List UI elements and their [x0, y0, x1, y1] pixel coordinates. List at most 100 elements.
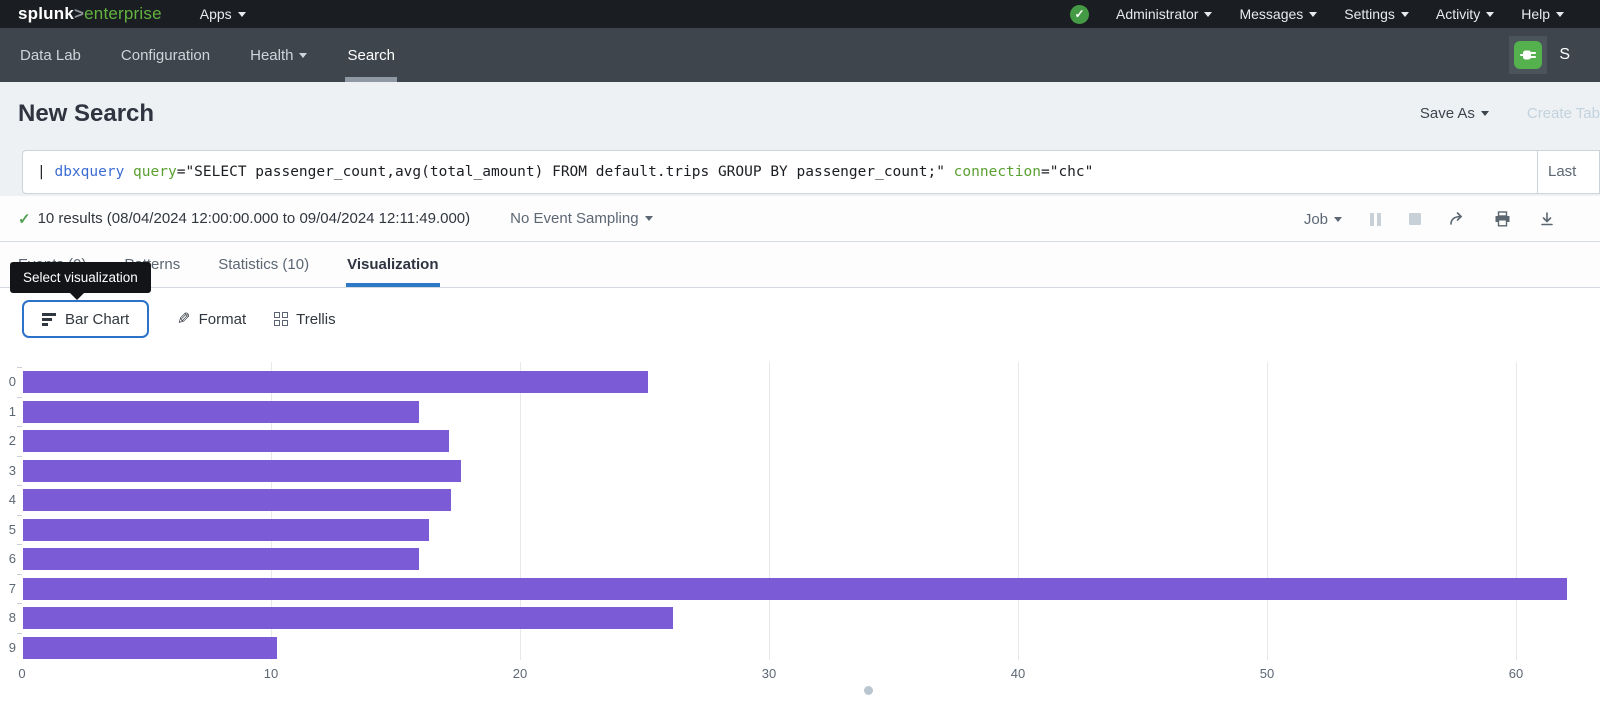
bar-1[interactable]	[23, 400, 419, 423]
nav-search-label: Search	[347, 46, 396, 64]
y-axis-tick	[17, 544, 22, 545]
chart-type-label: Bar Chart	[65, 310, 130, 328]
chevron-down-icon	[237, 11, 246, 17]
event-sampling-label: No Event Sampling	[510, 210, 639, 227]
job-menu[interactable]: Job	[1304, 211, 1342, 228]
nav-item-health[interactable]: Health	[250, 28, 308, 82]
chart-type-picker-button[interactable]: Bar Chart	[22, 300, 150, 338]
health-status-icon[interactable]: ✓	[1069, 4, 1089, 24]
share-icon[interactable]	[1449, 211, 1466, 227]
topbar-right-menus: ✓ Administrator Messages Settings Activi…	[1069, 4, 1564, 24]
trellis-grid-icon	[274, 312, 289, 326]
time-range-picker[interactable]: Last	[1537, 151, 1599, 193]
x-axis-tick-label: 0	[18, 666, 26, 681]
save-as-label: Save As	[1419, 105, 1475, 122]
activity-menu-label: Activity	[1435, 6, 1481, 22]
app-identity: S	[1509, 28, 1570, 82]
result-tabs: Events (0) Patterns Statistics (10) Visu…	[0, 242, 1600, 288]
y-axis-tick	[17, 426, 22, 427]
bar-chart: 0 10 20 30 40 50 60 0 1 2 3 4 5 6 7 8 9	[0, 362, 1600, 692]
format-button[interactable]: ✎ Format	[177, 309, 246, 329]
export-download-icon[interactable]	[1539, 211, 1555, 227]
apps-menu[interactable]: Apps	[200, 6, 246, 22]
tab-statistics-label: Statistics (10)	[218, 256, 310, 273]
y-axis-category-label: 9	[8, 639, 16, 655]
nav-configuration-label: Configuration	[120, 46, 211, 64]
create-table-view-button[interactable]: Create Tab	[1526, 105, 1600, 122]
search-bar: | dbxquery query="SELECT passenger_count…	[22, 150, 1600, 194]
y-axis-tick	[17, 455, 22, 457]
bar-8[interactable]	[23, 607, 673, 629]
chevron-down-icon	[1480, 111, 1489, 116]
top-bar: splunk>enterprise Apps ✓ Administrator M…	[0, 0, 1600, 28]
pencil-icon: ✎	[177, 311, 191, 328]
tab-statistics[interactable]: Statistics (10)	[218, 242, 309, 287]
print-icon[interactable]	[1494, 211, 1511, 227]
results-bar: ✓ 10 results (08/04/2024 12:00:00.000 to…	[0, 196, 1600, 242]
bar-2[interactable]	[23, 430, 449, 452]
bar-0[interactable]	[23, 371, 648, 393]
tab-visualization[interactable]: Visualization	[346, 242, 440, 287]
app-nav-bar: Data Lab Configuration Health Search S	[0, 28, 1600, 82]
visualization-panel: Bar Chart ✎ Format Trellis 0 10 20 30 40 50 60…	[0, 288, 1600, 708]
gridline	[520, 362, 521, 660]
chevron-down-icon	[1334, 216, 1342, 222]
chevron-down-icon	[299, 52, 308, 58]
y-axis-tick	[17, 573, 22, 575]
app-icon-tile[interactable]	[1509, 36, 1548, 74]
bar-5[interactable]	[23, 518, 429, 541]
nav-item-data-lab[interactable]: Data Lab	[20, 28, 81, 82]
y-axis-tick	[17, 367, 22, 368]
x-axis-tick-label: 10	[263, 666, 279, 681]
trellis-label: Trellis	[296, 310, 336, 328]
format-label: Format	[198, 310, 247, 328]
bar-chart-icon	[42, 312, 56, 326]
success-check-icon: ✓	[18, 210, 31, 228]
x-axis-tick-label: 30	[761, 666, 777, 681]
stop-job-icon	[1409, 213, 1421, 225]
nav-item-configuration[interactable]: Configuration	[121, 28, 210, 82]
bar-3[interactable]	[23, 459, 462, 482]
help-menu[interactable]: Help	[1521, 6, 1564, 22]
job-menu-label: Job	[1303, 210, 1328, 228]
scroll-indicator-dot[interactable]	[864, 686, 873, 695]
nav-health-label: Health	[250, 46, 294, 64]
y-axis-tick	[17, 632, 22, 634]
job-controls: Job	[1304, 196, 1555, 242]
logo-splunk-text: splunk	[18, 4, 74, 23]
administrator-menu[interactable]: Administrator	[1115, 6, 1213, 22]
y-axis-category-label: 6	[8, 551, 16, 566]
activity-menu[interactable]: Activity	[1435, 6, 1495, 22]
y-axis-tick	[17, 603, 22, 604]
y-axis-tick	[17, 396, 22, 398]
chevron-down-icon	[1204, 11, 1213, 17]
event-sampling-menu[interactable]: No Event Sampling	[510, 210, 653, 227]
splunk-logo[interactable]: splunk>enterprise	[18, 4, 162, 24]
settings-menu[interactable]: Settings	[1344, 6, 1409, 22]
bar-9[interactable]	[23, 636, 277, 659]
app-title-partial: S	[1559, 46, 1570, 63]
save-as-button[interactable]: Save As	[1420, 105, 1489, 122]
trellis-button[interactable]: Trellis	[274, 310, 336, 328]
y-axis-category-label: 2	[8, 433, 16, 448]
y-axis-category-label: 0	[8, 374, 16, 389]
time-range-label: Last	[1548, 163, 1577, 180]
y-axis-category-label: 7	[8, 580, 16, 596]
bar-7[interactable]	[23, 577, 1567, 600]
messages-menu[interactable]: Messages	[1239, 6, 1318, 22]
tab-visualization-label: Visualization	[347, 256, 439, 273]
chevron-down-icon	[1486, 11, 1495, 17]
page-title: New Search	[18, 100, 155, 127]
administrator-menu-label: Administrator	[1115, 6, 1199, 22]
y-axis-tick	[17, 514, 22, 516]
messages-menu-label: Messages	[1239, 6, 1304, 22]
nav-item-search[interactable]: Search	[345, 28, 397, 82]
bar-6[interactable]	[23, 548, 419, 570]
pause-job-icon	[1370, 212, 1381, 226]
bar-4[interactable]	[23, 489, 452, 511]
gridline	[769, 362, 770, 660]
search-query-input[interactable]: | dbxquery query="SELECT passenger_count…	[37, 164, 1094, 180]
y-axis-category-label: 4	[8, 492, 16, 507]
x-axis-tick-label: 20	[512, 666, 528, 681]
chevron-down-icon	[1556, 11, 1564, 17]
